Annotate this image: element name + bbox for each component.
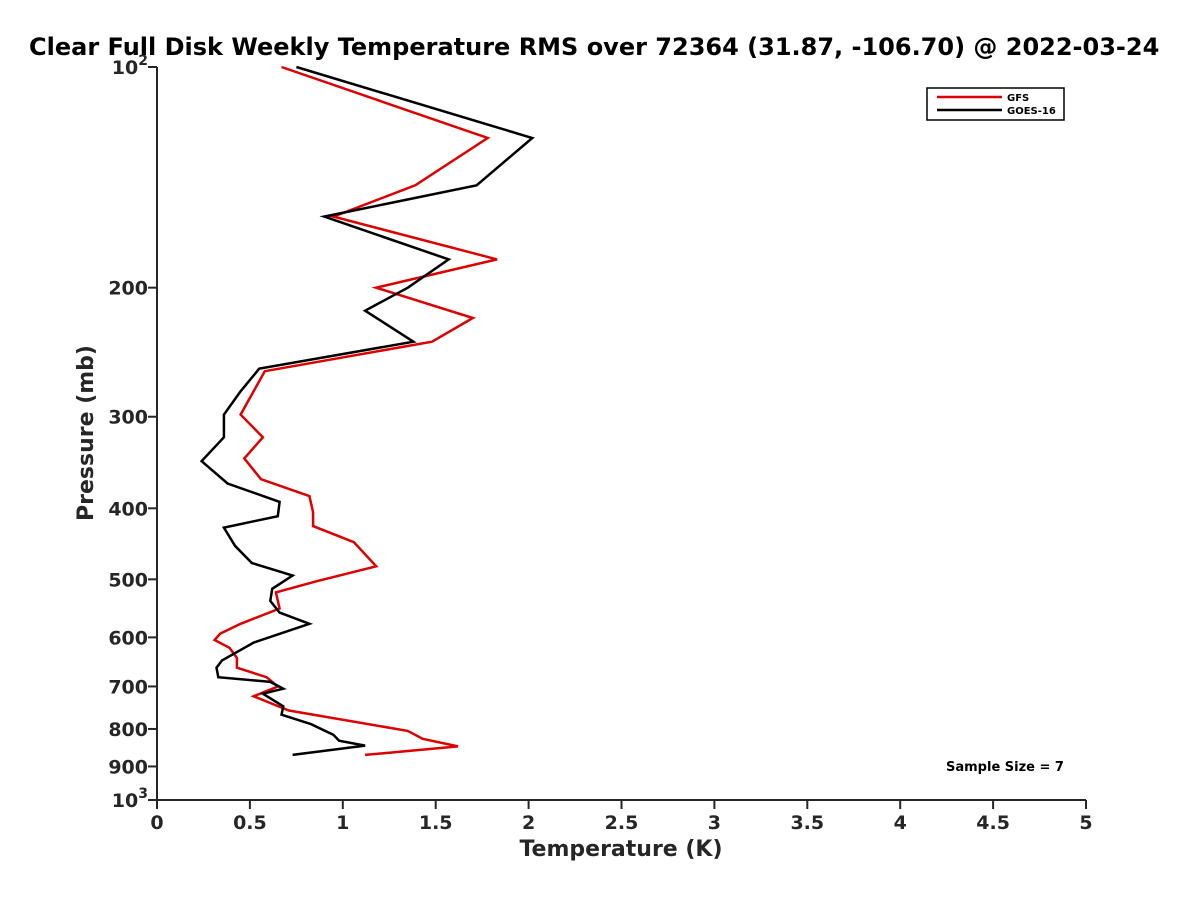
y-tick-label-base: 10 (112, 57, 138, 79)
x-tick-label: 0 (150, 812, 163, 834)
x-axis-label: Temperature (K) (519, 837, 722, 862)
x-tick-label: 4 (894, 812, 907, 834)
legend-label-goes-16: GOES-16 (1007, 106, 1056, 117)
x-ticks: 0 0.5 1 1.5 2 2.5 3 3.5 4 4.5 5 (150, 800, 1093, 834)
x-tick-label: 2 (522, 812, 535, 834)
y-tick-label: 600 (108, 627, 148, 649)
y-tick-label: 103 (112, 786, 148, 812)
y-tick-label: 500 (108, 569, 148, 591)
sample-size-annotation: Sample Size = 7 (946, 760, 1064, 775)
y-tick-label: 900 (108, 756, 148, 778)
legend-label-gfs: GFS (1007, 93, 1029, 104)
series-line-gfs (212, 65, 498, 757)
y-tick-label: 300 (108, 407, 148, 429)
y-tick-label: 700 (108, 676, 148, 698)
x-tick-label: 5 (1079, 812, 1092, 834)
y-tick-label-exponent: 3 (138, 786, 148, 802)
legend: GFS GOES-16 (926, 87, 1065, 121)
series-layer (199, 65, 535, 757)
y-tick-label: 800 (108, 719, 148, 741)
x-tick-label: 2.5 (605, 812, 639, 834)
x-tick-label: 1.5 (419, 812, 453, 834)
legend-box (926, 87, 1065, 121)
x-tick-label: 0.5 (233, 812, 267, 834)
y-tick-label: 200 (108, 278, 148, 300)
y-tick-label: 102 (112, 53, 148, 79)
x-tick-label: 3.5 (790, 812, 824, 834)
y-tick-label-exponent: 2 (138, 53, 148, 69)
x-tick-label: 3 (708, 812, 721, 834)
chart-title: Clear Full Disk Weekly Temperature RMS o… (29, 33, 1159, 61)
x-tick-label: 1 (336, 812, 349, 834)
y-tick-label-base: 10 (112, 790, 138, 812)
y-axis-label: Pressure (mb) (74, 345, 99, 521)
series-line-goes-16 (199, 65, 535, 757)
x-tick-label: 4.5 (976, 812, 1010, 834)
y-tick-label: 400 (108, 498, 148, 520)
